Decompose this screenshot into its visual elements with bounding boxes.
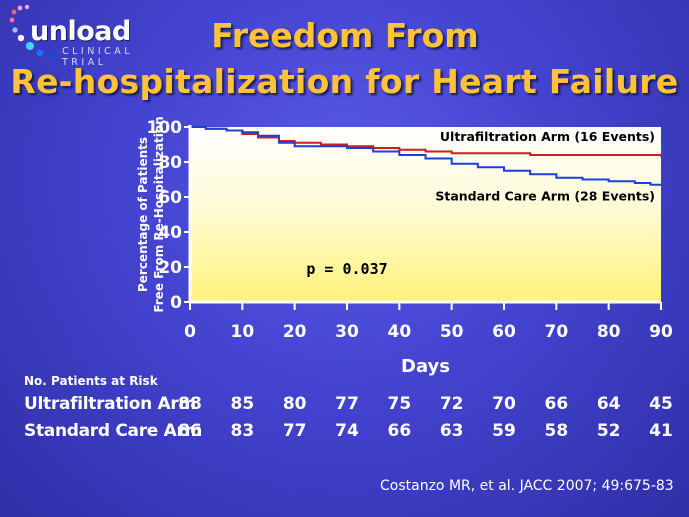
risk-row-standard-care: Standard Care Arm 86 83 77 74 66 63 59 58 52 41 bbox=[24, 421, 684, 445]
risk-value: 74 bbox=[335, 421, 359, 441]
risk-value: 86 bbox=[178, 421, 202, 441]
series-line-1 bbox=[190, 126, 661, 186]
citation: Costanzo MR, et al. JACC 2007; 49:675-83 bbox=[380, 478, 674, 494]
title-line-1: Freedom From bbox=[211, 16, 479, 55]
x-tick-label: 20 bbox=[283, 322, 307, 342]
risk-row-label: Standard Care Arm bbox=[24, 421, 202, 441]
series-label-standard-care: Standard Care Arm (28 Events) bbox=[435, 189, 655, 204]
x-tick-label: 50 bbox=[440, 322, 464, 342]
series-label-ultrafiltration: Ultrafiltration Arm (16 Events) bbox=[440, 129, 655, 144]
risk-table-title: No. Patients at Risk bbox=[24, 374, 158, 388]
x-tick-label: 40 bbox=[387, 322, 411, 342]
title-line-2: Re-hospitalization for Heart Failure bbox=[10, 62, 679, 101]
risk-value: 75 bbox=[387, 394, 412, 414]
x-tick-label: 90 bbox=[649, 322, 673, 342]
logo-dots-icon bbox=[9, 4, 55, 59]
risk-value: 52 bbox=[596, 421, 621, 441]
y-tick-label: 0 bbox=[170, 293, 182, 313]
plot-area bbox=[190, 127, 661, 302]
y-tick-label: 80 bbox=[158, 153, 182, 173]
risk-value: 83 bbox=[230, 421, 255, 441]
y-tick-label: 60 bbox=[158, 188, 182, 208]
logo-subtitle: CLINICAL TRIAL bbox=[62, 46, 134, 68]
risk-value: 72 bbox=[439, 394, 464, 414]
risk-value: 66 bbox=[387, 421, 412, 441]
risk-value: 70 bbox=[492, 394, 516, 414]
risk-value: 64 bbox=[596, 394, 621, 414]
risk-value: 63 bbox=[439, 421, 464, 441]
y-axis-label-line-2: Free From Re-Hospitalization bbox=[152, 116, 166, 312]
y-tick-label: 40 bbox=[158, 223, 182, 243]
risk-value: 80 bbox=[282, 394, 307, 414]
x-tick-label: 60 bbox=[492, 322, 516, 342]
x-tick-label: 80 bbox=[597, 322, 621, 342]
risk-row-label: Ultrafiltration Arm bbox=[24, 394, 196, 414]
x-tick-label: 0 bbox=[184, 322, 196, 342]
risk-row-ultrafiltration: Ultrafiltration Arm 88 85 80 77 75 72 70 66 64 45 bbox=[24, 394, 684, 418]
risk-value: 45 bbox=[649, 394, 673, 414]
y-axis-label-line-1: Percentage of Patients bbox=[136, 137, 150, 292]
y-tick-label: 20 bbox=[158, 258, 182, 278]
x-tick-label: 30 bbox=[335, 322, 359, 342]
risk-value: 41 bbox=[649, 421, 673, 441]
y-tick-label: 100 bbox=[147, 118, 183, 138]
risk-value: 77 bbox=[282, 421, 307, 441]
risk-value: 66 bbox=[544, 394, 569, 414]
risk-value: 59 bbox=[492, 421, 516, 441]
risk-value: 85 bbox=[230, 394, 255, 414]
x-axis-label: Days bbox=[401, 356, 450, 377]
risk-value: 77 bbox=[335, 394, 359, 414]
x-tick-label: 70 bbox=[544, 322, 568, 342]
x-tick-label: 10 bbox=[230, 322, 254, 342]
risk-value: 88 bbox=[178, 394, 202, 414]
risk-value: 58 bbox=[544, 421, 569, 441]
p-value-annotation: p = 0.037 bbox=[306, 260, 387, 278]
logo-word: unload bbox=[30, 16, 131, 47]
unload-logo: unload CLINICAL TRIAL bbox=[8, 4, 178, 68]
